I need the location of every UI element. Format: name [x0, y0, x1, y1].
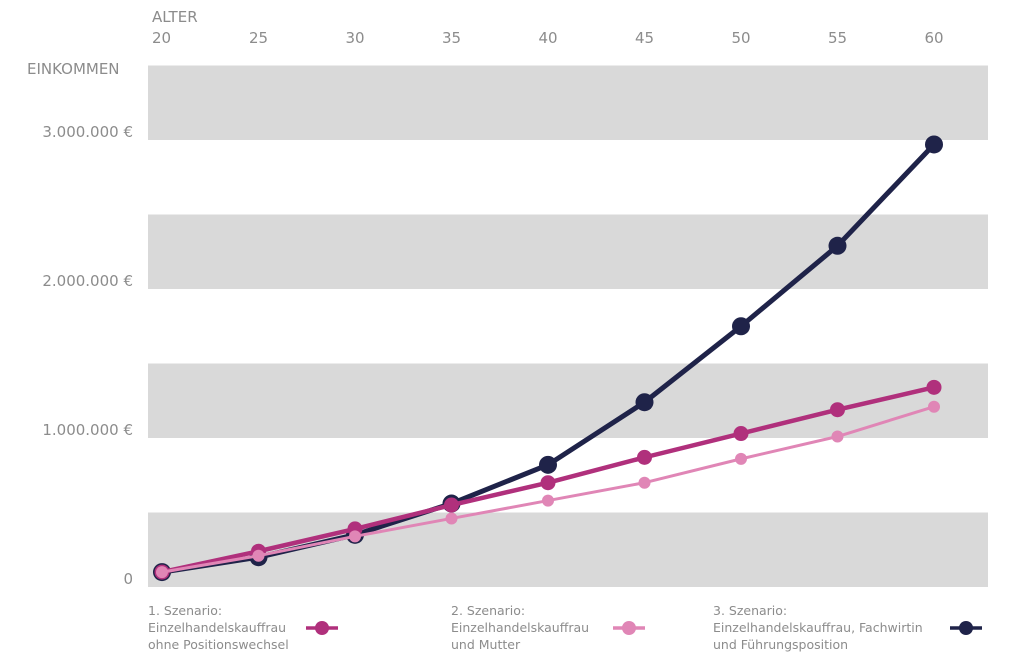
y-ticks: 0 1.000.000 € 2.000.000 € 3.000.000 € — [42, 123, 133, 588]
legend-label: Einzelhandelskauffrau — [451, 620, 589, 635]
legend: 1. Szenario: Einzelhandelskauffrau ohne Po… — [148, 603, 982, 652]
legend-item: 2. Szenario: Einzelhandelskauffrau und Mut… — [451, 603, 645, 652]
y-axis-label: EINKOMMEN — [27, 60, 120, 78]
legend-label: und Führungsposition — [713, 637, 848, 652]
legend-label: und Mutter — [451, 637, 521, 652]
grid-band — [148, 65, 988, 140]
data-point — [735, 452, 747, 465]
legend-label: Einzelhandelskauffrau, Fachwirtin — [713, 620, 923, 635]
data-point — [928, 400, 940, 413]
legend-label: 2. Szenario: — [451, 603, 525, 618]
series-group — [153, 135, 943, 582]
x-tick-label: 50 — [731, 29, 750, 47]
x-tick-label: 40 — [538, 29, 557, 47]
data-point — [925, 135, 943, 154]
x-axis-label: ALTER — [152, 8, 198, 26]
data-point — [828, 236, 847, 255]
legend-marker — [315, 621, 329, 635]
data-point — [733, 426, 749, 442]
data-point — [252, 549, 265, 562]
data-point — [638, 476, 651, 489]
x-tick-label: 35 — [442, 29, 461, 47]
legend-item: 1. Szenario: Einzelhandelskauffrau ohne Po… — [148, 603, 338, 652]
data-point — [830, 402, 845, 418]
data-point — [540, 475, 556, 491]
data-point — [444, 497, 459, 513]
data-point — [635, 393, 654, 412]
y-tick-label: 3.000.000 € — [42, 123, 133, 141]
legend-marker — [959, 621, 973, 635]
legend-marker — [622, 621, 636, 635]
data-point — [539, 455, 557, 474]
x-tick-label: 20 — [152, 29, 171, 47]
grid-band — [148, 214, 988, 289]
legend-label: 1. Szenario: — [148, 603, 222, 618]
legend-label: ohne Positionswechsel — [148, 637, 289, 652]
x-tick-label: 30 — [345, 29, 364, 47]
legend-item: 3. Szenario: Einzelhandelskauffrau, Fachw… — [713, 603, 982, 652]
grid-bands — [148, 65, 988, 587]
y-tick-label: 0 — [123, 570, 133, 588]
y-tick-label: 2.000.000 € — [42, 272, 133, 290]
data-point — [156, 566, 168, 579]
series-line — [161, 142, 936, 575]
x-tick-label: 25 — [249, 29, 268, 47]
legend-label: Einzelhandelskauffrau — [148, 620, 286, 635]
data-point — [732, 317, 750, 336]
x-tick-label: 45 — [635, 29, 654, 47]
x-tick-label: 60 — [924, 29, 943, 47]
data-point — [926, 379, 942, 395]
data-point — [542, 494, 554, 507]
y-tick-label: 1.000.000 € — [42, 421, 133, 439]
x-ticks: 20 25 30 35 40 45 50 55 60 — [152, 29, 944, 47]
legend-label: 3. Szenario: — [713, 603, 787, 618]
grid-band — [148, 363, 988, 438]
x-tick-label: 55 — [828, 29, 847, 47]
data-point — [445, 512, 458, 525]
data-point — [637, 449, 652, 465]
series-3 — [156, 400, 940, 579]
data-point — [831, 430, 844, 443]
data-point — [349, 530, 361, 543]
